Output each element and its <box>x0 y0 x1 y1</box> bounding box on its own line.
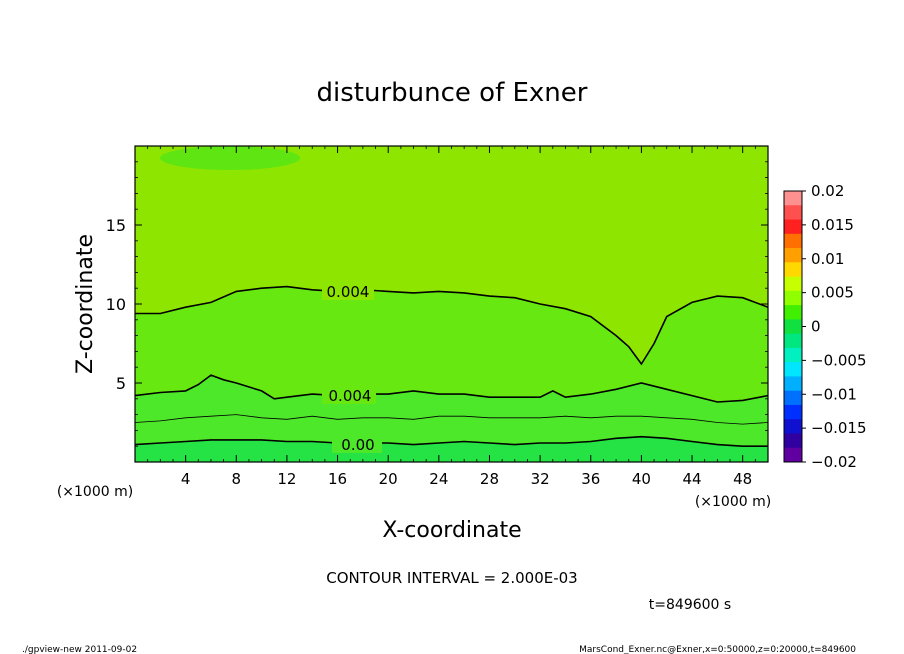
colorbar-swatch <box>784 305 802 320</box>
colorbar-swatch <box>784 248 802 263</box>
colorbar-swatch <box>784 191 802 206</box>
colorbar-swatch <box>784 433 802 449</box>
x-tick-label: 32 <box>531 470 550 488</box>
contour-label-2: 0.004 <box>329 387 372 405</box>
colorbar-label: 0.01 <box>811 250 844 268</box>
colorbar-swatch <box>784 276 802 292</box>
colorbar-swatch <box>784 219 802 235</box>
colorbar-swatch <box>784 262 802 277</box>
top-patch <box>160 146 300 170</box>
colorbar-swatch <box>784 362 802 377</box>
contour-label-bg-1 <box>322 282 374 300</box>
x-tick-label: 4 <box>181 470 191 488</box>
plot-area: 0.004 0.004 0.00 <box>134 145 769 463</box>
x-tick-label: 48 <box>733 470 752 488</box>
colorbar-swatch <box>784 233 802 249</box>
x-tick-label: 28 <box>480 470 499 488</box>
chart-title: disturbunce of Exner <box>317 78 588 108</box>
colorbar-swatch <box>784 333 802 349</box>
colorbar-swatch <box>784 447 802 463</box>
contour-label-bg-3 <box>332 435 382 453</box>
contour-label-3: 0.00 <box>341 436 374 454</box>
y-axis-label: Z-coordinate <box>73 234 98 374</box>
colorbar-swatch <box>784 404 802 420</box>
colorbar-swatch <box>784 376 802 392</box>
colorbar <box>783 190 803 463</box>
contour-0-002 <box>134 414 769 425</box>
y-tick-label: 10 <box>106 295 126 314</box>
footer-left: ./gpview-new 2011-09-02 <box>22 645 137 654</box>
y-tick-label: 15 <box>106 216 126 235</box>
x-tick-label: 8 <box>232 470 242 488</box>
colorbar-label: −0.005 <box>811 351 867 369</box>
x-axis-label: X-coordinate <box>382 518 521 543</box>
colorbar-label: −0.015 <box>811 419 867 437</box>
colorbar-swatch <box>784 290 802 306</box>
colorbar-swatch <box>784 390 802 406</box>
x-unit-label-left: (×1000 m) <box>57 484 133 500</box>
colorbar-label: 0.02 <box>811 182 844 200</box>
x-tick-label: 16 <box>328 470 347 488</box>
colorbar-label: 0.015 <box>811 216 854 234</box>
x-tick-label: 24 <box>429 470 448 488</box>
colorbar-label: −0.02 <box>811 453 857 471</box>
y-tick-label: 5 <box>116 374 126 393</box>
footer-right: MarsCond_Exner.nc@Exner,x=0:50000,z=0:20… <box>579 645 856 654</box>
contour-interval: CONTOUR INTERVAL = 2.000E-03 <box>326 569 577 587</box>
colorbar-label: 0.005 <box>811 284 854 302</box>
contour-label-1: 0.004 <box>327 283 370 301</box>
colorbar-label: −0.01 <box>811 385 857 403</box>
colorbar-swatch <box>784 419 802 434</box>
y-axis-ticks: 5 10 15 <box>106 161 768 447</box>
colorbar-label: 0 <box>811 318 821 336</box>
colorbar-swatch <box>784 205 802 220</box>
colorbar-swatch <box>784 319 802 335</box>
contour-lower-0-004 <box>134 374 769 403</box>
colorbar-swatch <box>784 347 802 363</box>
field-below-zero-contour <box>135 436 768 462</box>
x-tick-label: 44 <box>682 470 701 488</box>
colorbar-labels: 0.02 0.015 0.01 0.005 0 −0.005 −0.01 −0.015 −0.0… <box>802 182 867 471</box>
x-tick-label: 12 <box>277 470 296 488</box>
x-axis-ticks: 4 8 12 16 20 24 28 32 36 40 44 48 <box>147 146 756 488</box>
x-tick-label: 40 <box>632 470 651 488</box>
contour-label-bg-2 <box>322 386 376 404</box>
contour-0-00 <box>134 435 768 447</box>
x-tick-label: 20 <box>379 470 398 488</box>
contour-upper-0-004 <box>135 285 769 366</box>
x-unit-label-right: (×1000 m) <box>695 494 771 510</box>
time-stamp: t=849600 s <box>649 597 731 613</box>
x-tick-label: 36 <box>581 470 600 488</box>
